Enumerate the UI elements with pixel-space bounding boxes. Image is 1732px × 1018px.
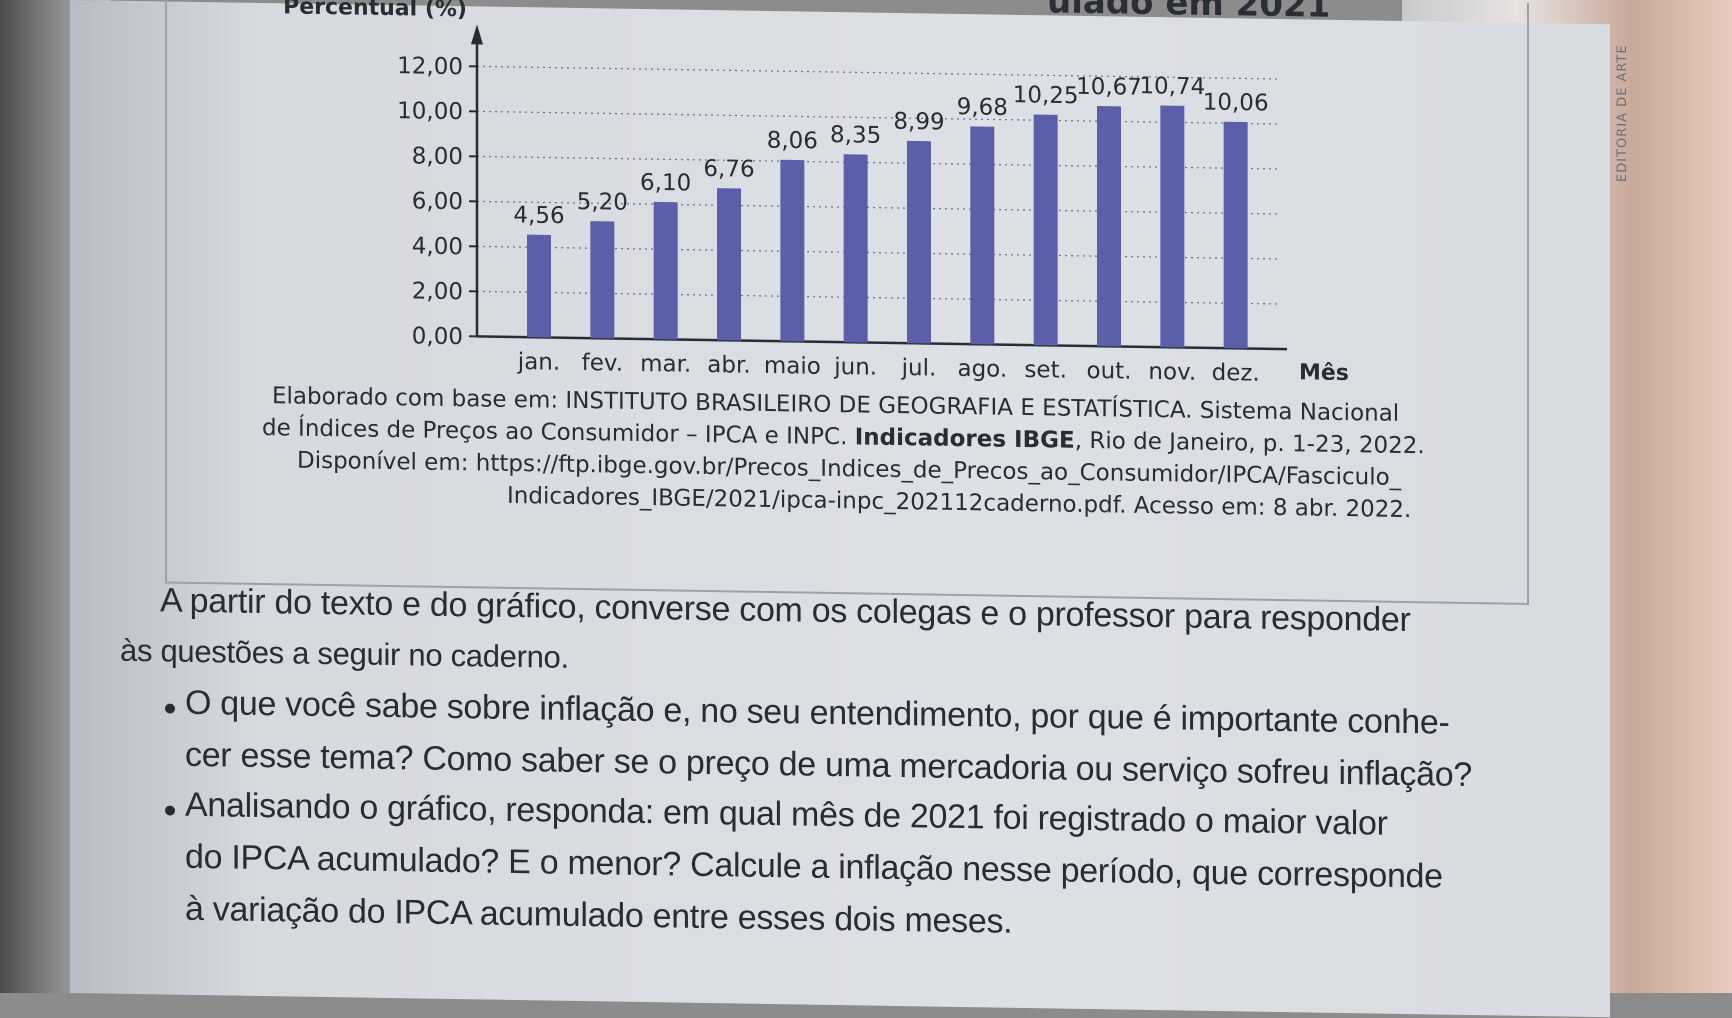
bar — [1097, 106, 1121, 346]
side-credit: EDITORIA DE ARTE — [1615, 44, 1630, 182]
bar — [970, 126, 994, 344]
bullet-1-line-2: cer esse tema? Como saber se o preço de … — [185, 736, 1472, 795]
y-tick-label: 2,00 — [412, 278, 463, 305]
bullet-1-dot — [165, 703, 175, 713]
x-tick-label: jun. — [833, 354, 877, 381]
x-tick-label: jul. — [901, 355, 937, 382]
bar-value-label: 10,67 — [1076, 74, 1142, 101]
bar-chart: 0,00 2,00 4,00 6,00 8,00 10,00 12,00 Percentual… — [167, 0, 1527, 423]
y-tick-label: 0,00 — [412, 323, 463, 350]
x-tick-label: abr. — [707, 352, 750, 379]
x-tick-label: dez. — [1212, 360, 1260, 387]
bar-value-label: 6,76 — [703, 156, 754, 183]
intro-line-2: às questões a seguir no caderno. — [120, 633, 569, 676]
bar — [654, 202, 678, 340]
caption-line-2-end: , Rio de Janeiro, p. 1-23, 2022. — [1075, 428, 1425, 459]
gridline — [477, 156, 1277, 169]
y-axis-label: Percentual (%) — [283, 0, 467, 22]
x-tick-label: maio — [764, 353, 821, 380]
bar-value-label: 5,20 — [577, 189, 628, 216]
bullet-2-dot — [165, 805, 175, 815]
bar-value-label: 10,25 — [1013, 82, 1079, 109]
bar-value-label: 10,06 — [1203, 89, 1269, 116]
bar — [527, 235, 551, 338]
y-tick-label: 12,00 — [397, 53, 463, 80]
y-tick-label: 8,00 — [412, 143, 463, 170]
x-tick-label: out. — [1087, 358, 1132, 385]
bullet-2-line-3: à variação do IPCA acumulado entre esses… — [185, 890, 1012, 942]
bar-value-label: 8,35 — [830, 122, 881, 149]
x-tick-label: jan. — [517, 349, 560, 376]
bar — [844, 154, 868, 342]
y-tick-label: 10,00 — [397, 98, 463, 125]
bar-value-label: 9,68 — [957, 94, 1008, 121]
bar-value-label: 4,56 — [513, 202, 564, 229]
x-tick-label: set. — [1024, 357, 1066, 384]
bar — [717, 188, 741, 340]
x-tick-label: nov. — [1148, 359, 1196, 386]
caption-line-2-bold: Indicadores IBGE — [855, 424, 1075, 453]
x-tick-label: mar. — [640, 351, 691, 378]
caption-line-2-text: de Índices de Preços ao Consumidor – IPC… — [262, 415, 855, 450]
x-axis-label: Mês — [1299, 360, 1349, 386]
bar-value-label: 8,06 — [767, 128, 818, 155]
bullet-2-line-2: do IPCA acumulado? E o menor? Calcule a … — [185, 838, 1443, 897]
x-tick-label: ago. — [957, 356, 1007, 383]
y-axis-arrow — [471, 24, 483, 44]
bullet-2-line-1: Analisando o gráfico, responda: em qual … — [185, 786, 1388, 844]
x-tick-label: fev. — [582, 350, 623, 377]
bar — [590, 221, 614, 338]
bar-value-label: 6,10 — [640, 170, 691, 197]
bar-value-label: 10,74 — [1139, 73, 1205, 100]
y-tick-label: 4,00 — [412, 233, 463, 260]
y-tick-label: 6,00 — [412, 188, 463, 215]
bar — [907, 141, 931, 344]
bar-value-label: 8,99 — [893, 109, 944, 136]
bar — [780, 160, 804, 342]
bar — [1224, 122, 1248, 349]
bullet-1-line-1: O que você sabe sobre inflação e, no seu… — [185, 684, 1449, 743]
bar — [1034, 115, 1058, 346]
bar — [1160, 105, 1184, 347]
